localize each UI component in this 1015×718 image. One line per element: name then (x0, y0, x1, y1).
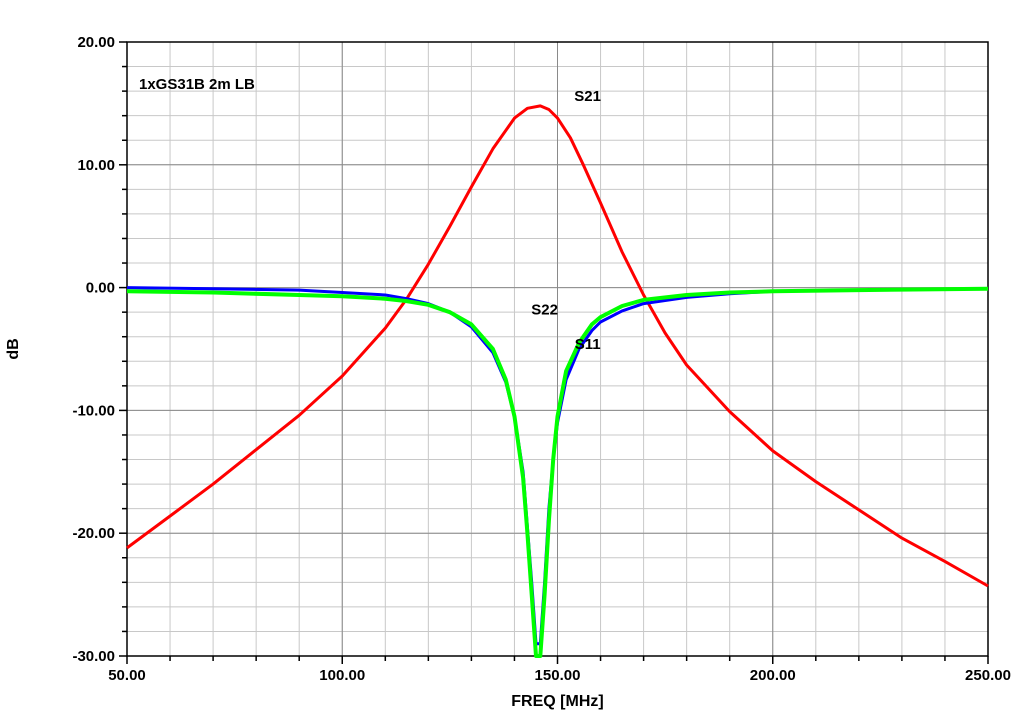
y-tick-label: 10.00 (77, 157, 115, 174)
series-label-s22: S22 (531, 302, 558, 319)
x-tick-label: 100.00 (319, 667, 365, 684)
x-axis-label: FREQ [MHz] (511, 693, 603, 710)
x-tick-label: 250.00 (965, 667, 1011, 684)
series-line-s22 (126, 286, 989, 658)
series-labels: S21 S22 S11 (531, 88, 601, 353)
chart-annotation: 1xGS31B 2m LB (139, 76, 255, 93)
y-tick-label: -20.00 (72, 525, 115, 542)
y-axis-label: dB (5, 338, 22, 359)
series-line-s11 (126, 286, 989, 646)
y-tick-label: 0.00 (86, 280, 115, 297)
series-label-s11: S11 (575, 336, 601, 353)
x-tick-label: 50.00 (108, 667, 146, 684)
y-tick-label: 20.00 (77, 34, 115, 51)
series-line-s21 (126, 104, 989, 588)
x-axis-ticks: 50.00 100.00 150.00 200.00 250.00 (108, 656, 1011, 684)
series-layer (126, 104, 989, 658)
y-tick-label: -10.00 (72, 402, 115, 419)
y-tick-label: -30.00 (72, 648, 115, 665)
x-tick-label: 150.00 (535, 667, 581, 684)
y-axis-ticks: -30.00 -20.00 -10.00 0.00 10.00 20.00 (72, 34, 127, 665)
x-tick-label: 200.00 (750, 667, 796, 684)
series-label-s21: S21 (574, 88, 601, 105)
